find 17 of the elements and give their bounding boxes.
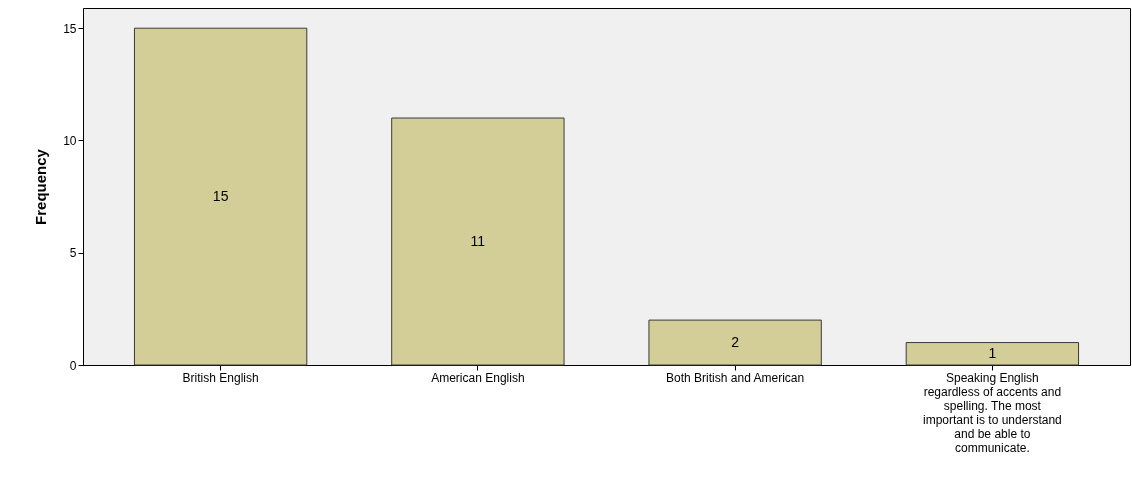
- x-tick-label: Both British and American: [666, 370, 805, 385]
- data-label: 2: [731, 333, 740, 350]
- y-tick-label: 0: [69, 358, 77, 373]
- data-label: 15: [212, 187, 229, 204]
- data-label: 1: [988, 344, 997, 361]
- y-tick-label: 10: [63, 133, 77, 148]
- y-axis-title: Frequency: [32, 148, 50, 225]
- x-tick-label: Speaking English regardless of accents and spelling. The most important is to understand and be able to communicate.: [923, 370, 1062, 455]
- bar: [648, 319, 822, 366]
- x-tick-label: American English: [431, 370, 525, 385]
- bar: [391, 117, 565, 366]
- bar: [133, 27, 308, 366]
- bar: [905, 342, 1080, 366]
- y-tick-label: 15: [63, 21, 77, 36]
- y-tick-label: 5: [69, 246, 77, 261]
- data-label: 11: [470, 232, 486, 249]
- x-tick-label: British English: [182, 370, 259, 385]
